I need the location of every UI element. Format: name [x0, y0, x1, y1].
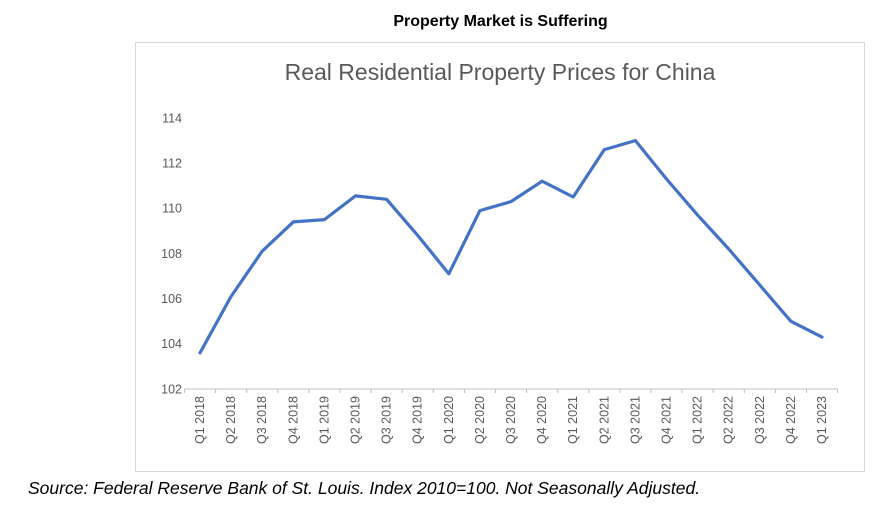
- svg-text:Q1 2022: Q1 2022: [691, 396, 705, 444]
- svg-text:108: 108: [161, 247, 182, 261]
- svg-text:Q3 2020: Q3 2020: [504, 396, 518, 444]
- svg-text:Q1 2021: Q1 2021: [566, 396, 580, 444]
- svg-text:Q4 2019: Q4 2019: [411, 396, 425, 444]
- svg-text:Q3 2021: Q3 2021: [628, 396, 642, 444]
- svg-text:Q1 2020: Q1 2020: [442, 396, 456, 444]
- line-chart: 102 104 106 108 110 112 114 Q1 2018 Q2 2018 Q3 20…: [161, 111, 839, 444]
- chart-container: Real Residential Property Prices for Chi…: [135, 42, 865, 472]
- svg-text:Q3 2018: Q3 2018: [255, 396, 269, 444]
- svg-text:102: 102: [161, 382, 182, 396]
- svg-text:Q2 2021: Q2 2021: [597, 396, 611, 444]
- page-title: Property Market is Suffering: [393, 13, 608, 30]
- svg-text:Q3 2022: Q3 2022: [753, 396, 767, 444]
- svg-text:Q4 2022: Q4 2022: [784, 396, 798, 444]
- svg-text:Q4 2018: Q4 2018: [286, 396, 300, 444]
- svg-text:104: 104: [161, 337, 182, 351]
- svg-text:106: 106: [161, 292, 182, 306]
- chart-title: Real Residential Property Prices for Chi…: [284, 59, 716, 85]
- svg-text:Q4 2021: Q4 2021: [660, 396, 674, 444]
- svg-text:Q2 2020: Q2 2020: [473, 396, 487, 444]
- svg-text:Q2 2018: Q2 2018: [224, 396, 238, 444]
- svg-text:112: 112: [162, 157, 182, 171]
- svg-text:Q2 2019: Q2 2019: [349, 396, 363, 444]
- svg-text:Q3 2019: Q3 2019: [380, 396, 394, 444]
- svg-text:Q1 2023: Q1 2023: [815, 396, 829, 444]
- svg-text:Q1 2018: Q1 2018: [193, 396, 207, 444]
- svg-text:114: 114: [162, 111, 182, 125]
- svg-text:Q1 2019: Q1 2019: [317, 396, 331, 444]
- svg-text:Q4 2020: Q4 2020: [535, 396, 549, 444]
- source-note: Source: Federal Reserve Bank of St. Loui…: [28, 478, 701, 498]
- svg-text:Q2 2022: Q2 2022: [722, 396, 736, 444]
- svg-text:110: 110: [162, 202, 182, 216]
